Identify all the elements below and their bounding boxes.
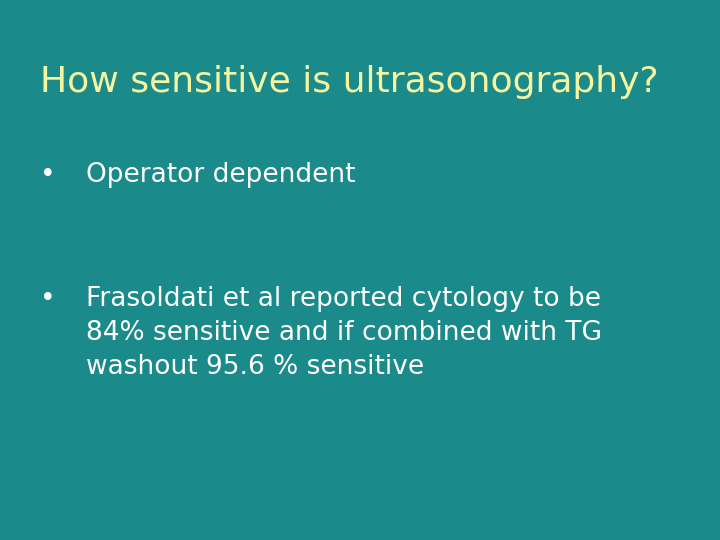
Text: How sensitive is ultrasonography?: How sensitive is ultrasonography? — [40, 65, 658, 99]
Text: •: • — [40, 162, 55, 188]
Text: •: • — [40, 286, 55, 312]
Text: Operator dependent: Operator dependent — [86, 162, 356, 188]
Text: Frasoldati et al reported cytology to be
84% sensitive and if combined with TG
w: Frasoldati et al reported cytology to be… — [86, 286, 603, 380]
